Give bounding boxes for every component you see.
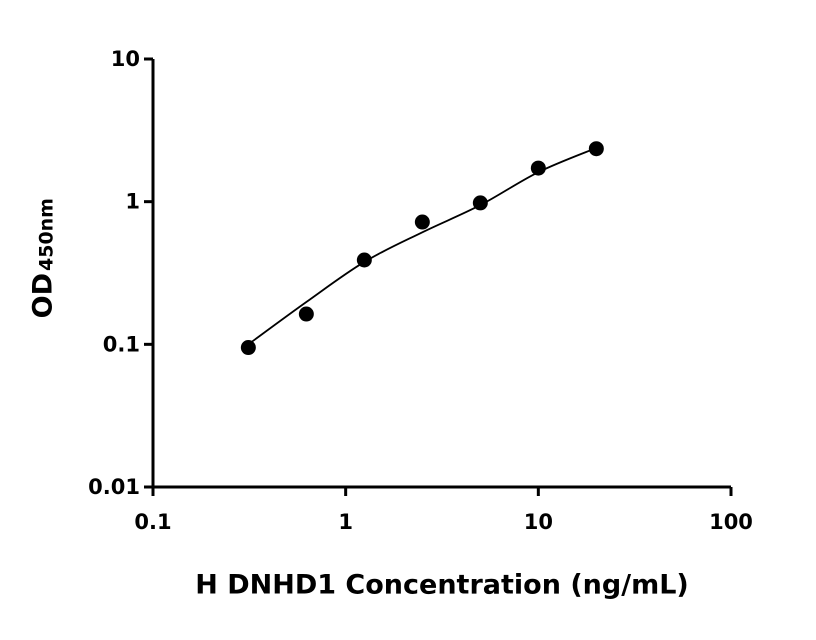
data-point — [414, 214, 430, 230]
y-tick-label: 0.01 — [88, 475, 140, 499]
x-tick-label: 100 — [709, 510, 753, 534]
data-point — [530, 160, 546, 176]
y-axis-title-sub: 450nm — [36, 198, 58, 271]
data-point — [240, 340, 256, 356]
y-axis-title-group: OD 450nm — [28, 198, 59, 318]
y-tick-label: 10 — [111, 47, 140, 71]
data-point — [298, 306, 314, 322]
y-tick-label: 0.1 — [103, 332, 140, 356]
fit-curve — [247, 147, 597, 346]
y-axis-title: OD — [28, 273, 59, 318]
x-tick-label: 1 — [338, 510, 353, 534]
y-tick-label: 1 — [125, 190, 140, 214]
x-tick-label: 10 — [524, 510, 553, 534]
x-tick-label: 0.1 — [134, 510, 171, 534]
x-axis-title: H DNHD1 Concentration (ng/mL) — [195, 570, 689, 601]
